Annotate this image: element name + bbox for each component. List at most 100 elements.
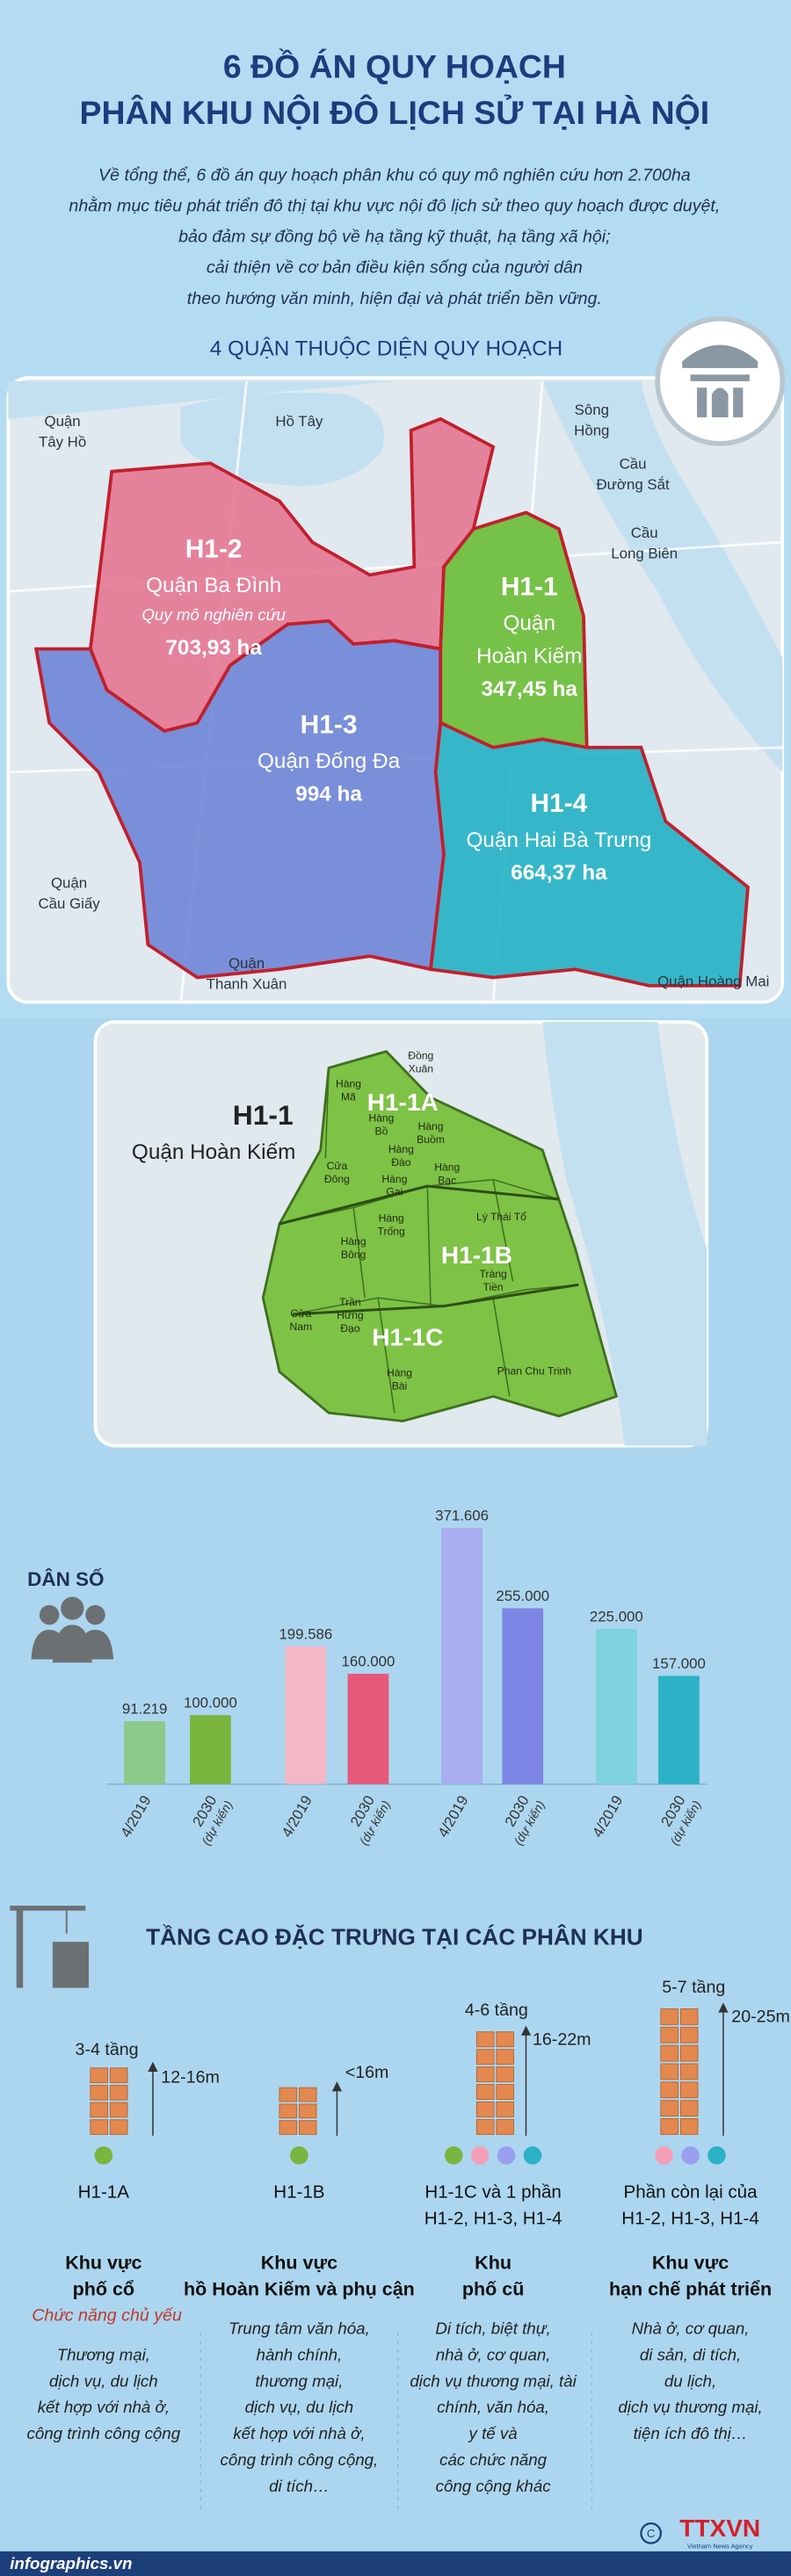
ward-label: Hàng bbox=[387, 1366, 412, 1378]
building-block bbox=[660, 2063, 679, 2080]
ward-label: Gai bbox=[386, 1186, 403, 1198]
floors-label: 3-4 tầng bbox=[76, 2040, 139, 2059]
icon-body bbox=[31, 1624, 114, 1663]
bar bbox=[190, 1715, 231, 1784]
building-block bbox=[679, 2044, 699, 2062]
building-block bbox=[660, 2008, 679, 2025]
function-line: dịch vụ, du lịch bbox=[245, 2398, 354, 2416]
area-title: hạn chế phát triển bbox=[609, 2278, 772, 2299]
building-block bbox=[496, 2084, 514, 2100]
bar bbox=[502, 1608, 544, 1784]
floors-label: 4-6 tầng bbox=[465, 2001, 528, 2020]
area-title: Khu vực bbox=[261, 2252, 337, 2273]
chart-title: DÂN SỐ bbox=[27, 1567, 104, 1590]
zone-dot bbox=[708, 2146, 726, 2165]
detail-district: Quận Hoàn Kiếm bbox=[132, 1140, 295, 1164]
place-label: Quận bbox=[44, 413, 80, 430]
ward-label: Đồng bbox=[408, 1050, 433, 1062]
height-label: <16m bbox=[345, 2063, 389, 2082]
building-block bbox=[475, 2084, 495, 2100]
area-title: Khu bbox=[475, 2252, 512, 2273]
footer-bar bbox=[0, 2551, 791, 2576]
ward-label: Hàng bbox=[341, 1235, 366, 1248]
title: 6 ĐỒ ÁN QUY HOẠCH bbox=[223, 47, 566, 84]
zone-district: Quận bbox=[504, 611, 555, 635]
map-title: 4 QUẬN THUỘC DIỆN QUY HOẠCH bbox=[210, 336, 562, 361]
place-label: Thanh Xuân bbox=[207, 975, 287, 992]
column-separators bbox=[200, 2333, 593, 2514]
zone-district: Quận Hai Bà Trưng bbox=[467, 829, 652, 852]
ward-label: Phan Chu Trinh bbox=[497, 1365, 571, 1378]
copyright-mark: C bbox=[647, 2527, 655, 2540]
building-block bbox=[279, 2120, 298, 2135]
zone-area: 703,93 ha bbox=[165, 636, 262, 660]
icon-head bbox=[61, 1596, 84, 1620]
function-line: nhà ở, cơ quan, bbox=[436, 2345, 551, 2363]
area-title: hồ Hoàn Kiếm và phụ cận bbox=[184, 2278, 415, 2299]
value-label: 371.606 bbox=[435, 1507, 489, 1523]
intro-line: cải thiện về cơ bản điều kiện sống của n… bbox=[207, 258, 583, 278]
ward-label: Buồm bbox=[417, 1133, 445, 1146]
zone-name: H1-2, H1-3, H1-4 bbox=[425, 2209, 562, 2229]
emblem-shape bbox=[682, 344, 758, 417]
intro-line: bảo đảm sự đồng bộ về hạ tầng kỹ thuật, … bbox=[178, 228, 610, 247]
place-label: Sông bbox=[575, 402, 609, 418]
place-label: Cầu Giấy bbox=[38, 895, 100, 912]
intro-line: Về tổng thể, 6 đồ án quy hoạch phân khu … bbox=[98, 165, 691, 185]
building-block bbox=[660, 2118, 679, 2135]
building-block bbox=[679, 2063, 699, 2080]
place-label: Cầu bbox=[631, 525, 658, 541]
place-label: Đường Sắt bbox=[597, 476, 670, 493]
function-line: chính, văn hóa, bbox=[437, 2398, 549, 2416]
building-block bbox=[660, 2100, 679, 2117]
detail-river bbox=[542, 1022, 708, 1446]
ward-label: Đông bbox=[324, 1173, 350, 1185]
bar bbox=[124, 1721, 165, 1784]
crane-jib bbox=[10, 1906, 86, 1911]
crane-cable bbox=[65, 1910, 68, 1934]
zone-district: Hoàn Kiếm bbox=[476, 644, 582, 668]
ward-label: Lý Thái Tổ bbox=[476, 1211, 526, 1223]
place-label: Cầu bbox=[620, 456, 647, 473]
function-line: du lịch, bbox=[664, 2371, 716, 2390]
function-line: Di tích, biệt thự, bbox=[435, 2319, 550, 2337]
building-block bbox=[109, 2084, 128, 2101]
icon-head bbox=[39, 1604, 60, 1625]
building-block bbox=[279, 2103, 298, 2119]
area-title: phố cổ bbox=[73, 2278, 134, 2299]
ward-label: Hàng bbox=[381, 1173, 407, 1185]
zone-dot bbox=[681, 2146, 700, 2165]
bar bbox=[595, 1629, 637, 1784]
ward-label: Hàng bbox=[434, 1161, 460, 1174]
ward-label: Nam bbox=[289, 1321, 312, 1333]
subzone-label: H1-1A bbox=[367, 1089, 439, 1116]
ward-label: Bông bbox=[341, 1248, 366, 1261]
ward-label: Hàng bbox=[368, 1112, 394, 1125]
ward-label: Hàng bbox=[388, 1143, 414, 1155]
height-arrow-head bbox=[520, 2025, 532, 2036]
zone-dot bbox=[444, 2146, 463, 2165]
building-block bbox=[279, 2087, 298, 2102]
zone-code: H1-1 bbox=[501, 572, 558, 601]
ward-label: Bạc bbox=[438, 1175, 456, 1187]
area-title: Khu vực bbox=[652, 2252, 729, 2273]
function-heading: Chức năng chủ yếu bbox=[32, 2306, 182, 2326]
ward-label: Cửa bbox=[327, 1160, 348, 1172]
value-label: 225.000 bbox=[590, 1608, 643, 1624]
building-block bbox=[475, 2066, 495, 2083]
zone-code: H1-3 bbox=[301, 710, 358, 739]
building-block bbox=[90, 2119, 108, 2135]
zone-name: H1-1C và 1 phần bbox=[425, 2182, 561, 2203]
agency-sub: Vietnam News Agency bbox=[687, 2542, 753, 2550]
function-line: di tích… bbox=[269, 2477, 330, 2495]
building-block bbox=[298, 2120, 317, 2135]
zone-dot bbox=[470, 2146, 490, 2165]
function-line: dịch vụ thương mại, bbox=[618, 2398, 762, 2416]
building-block bbox=[679, 2081, 699, 2099]
crane-mast bbox=[16, 1906, 24, 1988]
zone-district: Quận Đống Đa bbox=[258, 749, 401, 773]
height-label: 12-16m bbox=[161, 2068, 220, 2088]
ward-label: Trần bbox=[339, 1296, 361, 1308]
function-line: công cộng khác bbox=[436, 2477, 552, 2495]
